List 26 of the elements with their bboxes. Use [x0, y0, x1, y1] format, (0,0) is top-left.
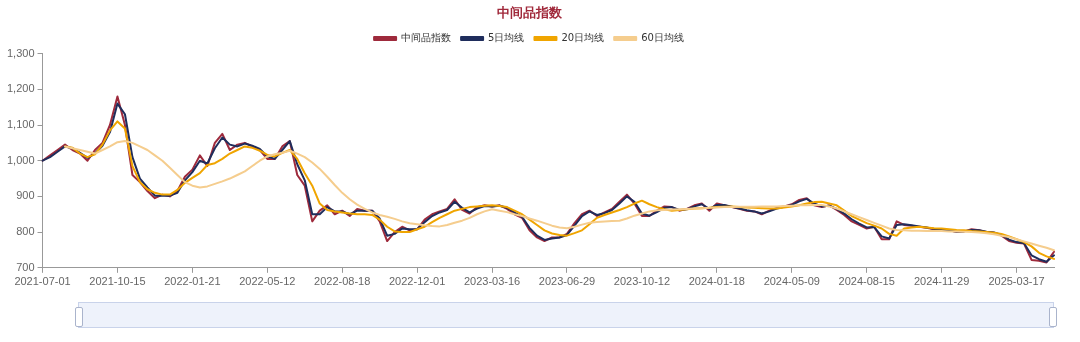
x-tick-label: 2022-01-21 — [164, 275, 221, 288]
y-tick-label: 1,100 — [7, 118, 35, 131]
x-tick-label: 2025-03-17 — [988, 275, 1045, 288]
y-tick-label: 700 — [16, 260, 35, 273]
x-tick-label: 2024-01-18 — [688, 275, 745, 288]
x-tick-label: 2023-10-12 — [613, 275, 671, 288]
legend-label: 60日均线 — [641, 32, 684, 44]
x-tick-label: 2022-12-01 — [389, 275, 446, 288]
legend-label: 20日均线 — [561, 32, 605, 44]
x-tick-label: 2021-07-01 — [14, 275, 71, 288]
legend-label: 5日均线 — [488, 32, 525, 44]
x-tick-label: 2023-03-16 — [463, 275, 521, 288]
y-tick-label: 1,300 — [7, 46, 35, 59]
x-tick-label: 2024-05-09 — [763, 275, 820, 288]
legend-label: 中间品指数 — [401, 32, 452, 44]
x-tick-label: 2024-11-29 — [913, 275, 970, 288]
x-tick-label: 2022-08-18 — [314, 275, 371, 288]
x-tick-label: 2024-08-15 — [838, 275, 895, 288]
chart-title: 中间品指数 — [496, 5, 563, 21]
y-tick-label: 800 — [16, 225, 35, 238]
x-tick-label: 2021-10-15 — [89, 275, 146, 288]
x-tick-label: 2022-05-12 — [239, 275, 296, 288]
y-tick-label: 1,000 — [7, 153, 35, 166]
y-tick-label: 900 — [16, 189, 35, 202]
x-tick-label: 2023-06-29 — [538, 275, 596, 288]
y-tick-label: 1,200 — [7, 82, 35, 95]
